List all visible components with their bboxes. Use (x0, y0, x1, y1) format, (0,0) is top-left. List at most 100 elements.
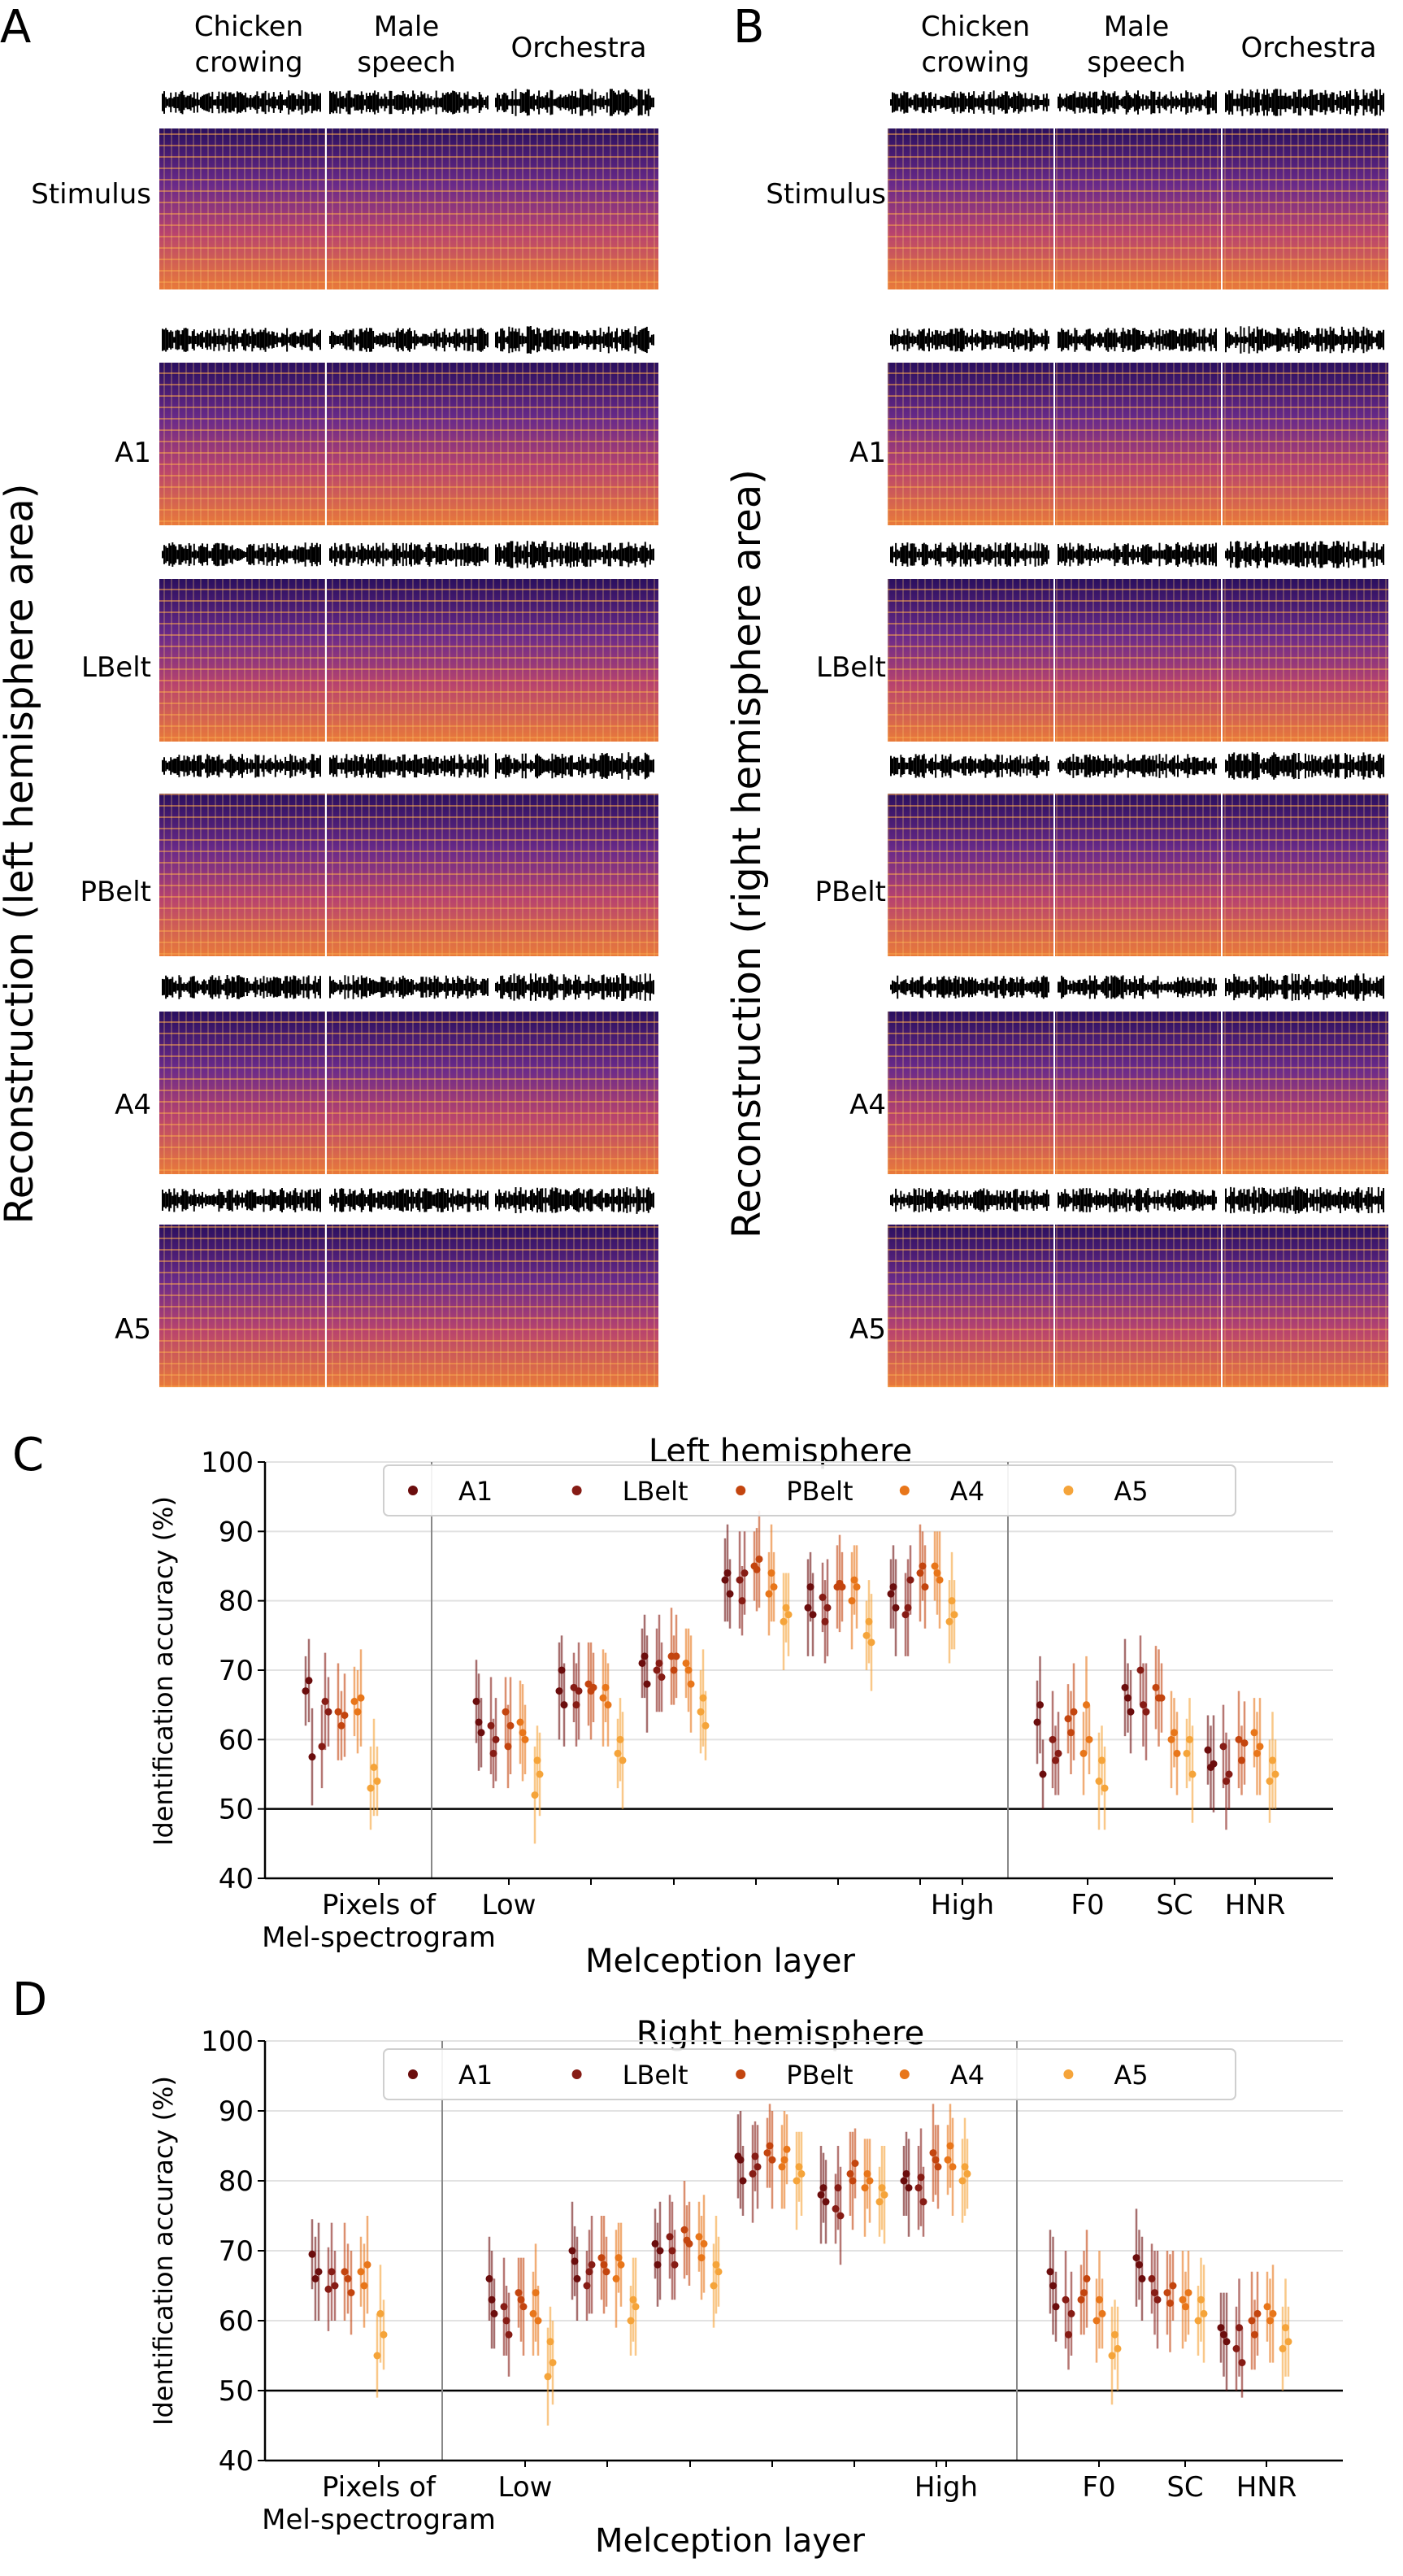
y-axis-label-right: Identification accuracy (%) (148, 2076, 179, 2426)
data-point (575, 1687, 583, 1695)
spectrogram-onsets (1055, 1012, 1221, 1174)
row-label-a-pbelt: PBelt (80, 876, 151, 908)
legend-marker (1063, 1486, 1074, 1495)
data-point (632, 2303, 640, 2311)
spectrogram-onsets (159, 128, 325, 289)
data-point (617, 2261, 625, 2269)
waveform (495, 752, 654, 780)
legend-label: PBelt (786, 2060, 853, 2091)
waveform (329, 1188, 489, 1212)
data-point (357, 1694, 365, 1702)
x-tick-label: Low (498, 2471, 553, 2504)
data-point (1070, 1708, 1078, 1716)
legend-marker (736, 1486, 746, 1495)
data-point (739, 2177, 747, 2185)
data-point (1052, 2303, 1060, 2311)
data-point (619, 1756, 627, 1764)
x-tick-label: HNR (1236, 2471, 1297, 2504)
spectrogram-onsets (1223, 1012, 1388, 1174)
col-title-a-3: Orchestra (510, 32, 646, 64)
data-point (836, 2212, 845, 2220)
data-point (1114, 2344, 1122, 2352)
data-point (1153, 2295, 1162, 2304)
data-point (905, 2184, 913, 2192)
col-title-b-2-line1: Male (1104, 11, 1170, 43)
data-point (1083, 2274, 1091, 2282)
row-label-a-stimulus: Stimulus (31, 178, 151, 211)
waveform (162, 1188, 321, 1212)
data-point (380, 2330, 388, 2339)
col-title-b-2-line2: speech (1087, 46, 1185, 79)
waveform (1225, 326, 1384, 354)
waveform (890, 1188, 1049, 1212)
y-tick-label: 80 (219, 2165, 254, 2198)
row-label-b-a4: A4 (849, 1089, 886, 1121)
data-point (490, 2309, 498, 2317)
spectrogram-onsets (493, 1012, 658, 1174)
y-tick-label: 50 (219, 1794, 254, 1826)
row-label-b-a1: A1 (849, 437, 886, 469)
data-point (1238, 2359, 1246, 2367)
data-point (337, 1721, 345, 1730)
data-point (357, 2268, 365, 2276)
row-label-a-a5: A5 (115, 1313, 151, 1346)
data-point (1271, 1770, 1279, 1778)
data-point (658, 1673, 666, 1682)
spectrogram-onsets (1223, 128, 1388, 289)
data-point (685, 2239, 693, 2247)
legend-box (383, 2048, 1236, 2100)
waveform (1058, 975, 1217, 999)
data-point (643, 1680, 651, 1688)
x-tick-label: HNR (1225, 1889, 1286, 1921)
data-point (1101, 1784, 1109, 1792)
row-label-b-stimulus: Stimulus (766, 178, 886, 211)
data-point (1142, 1708, 1150, 1716)
data-point (867, 1638, 875, 1647)
data-point (331, 2282, 339, 2290)
spectrogram-grid-right (888, 89, 1388, 1387)
data-point (784, 1611, 793, 1619)
data-point (1184, 2289, 1192, 2297)
waveform (890, 975, 1049, 999)
data-point (770, 1583, 778, 1591)
data-point (1039, 1770, 1047, 1778)
data-point (302, 1687, 310, 1695)
data-point (521, 1735, 529, 1743)
data-point (1127, 1708, 1135, 1716)
data-point (838, 1583, 846, 1591)
data-point (783, 2145, 791, 2153)
data-point (311, 2274, 319, 2282)
spectrogram-onsets (1223, 579, 1388, 742)
data-point (324, 1708, 332, 1716)
data-point (376, 2309, 384, 2317)
row-label-b-lbelt: LBelt (816, 651, 886, 684)
x-tick-label: High (931, 1889, 994, 1921)
data-point (589, 1683, 597, 1691)
spectrogram-onsets (1223, 363, 1388, 525)
legend-label: A4 (950, 1476, 984, 1507)
spectrogram-onsets (327, 579, 493, 742)
spectrogram-onsets (1055, 579, 1221, 742)
panel-letter-d: D (12, 1973, 47, 2026)
y-axis-label-left: Identification accuracy (%) (148, 1496, 179, 1846)
y-tick-label: 100 (201, 1447, 254, 1479)
waveform (1225, 973, 1384, 1001)
waveform (495, 89, 654, 116)
legend-label: A5 (1114, 2060, 1148, 2091)
data-point (1188, 1770, 1197, 1778)
spectrogram-onsets (327, 1012, 493, 1174)
data-point (1054, 1749, 1062, 1757)
x-tick-label: Pixels of (322, 1889, 437, 1921)
row-label-a-a1: A1 (115, 437, 151, 469)
data-point (866, 2177, 874, 2185)
data-point (315, 2268, 323, 2276)
data-point (656, 2247, 664, 2255)
side-label-right: Reconstruction (right hemisphere area) (724, 469, 770, 1238)
data-point (919, 2198, 927, 2206)
data-point (754, 2163, 762, 2171)
waveform (329, 975, 489, 999)
waveform (495, 541, 654, 568)
waveform (329, 328, 489, 352)
data-point (354, 1708, 362, 1716)
